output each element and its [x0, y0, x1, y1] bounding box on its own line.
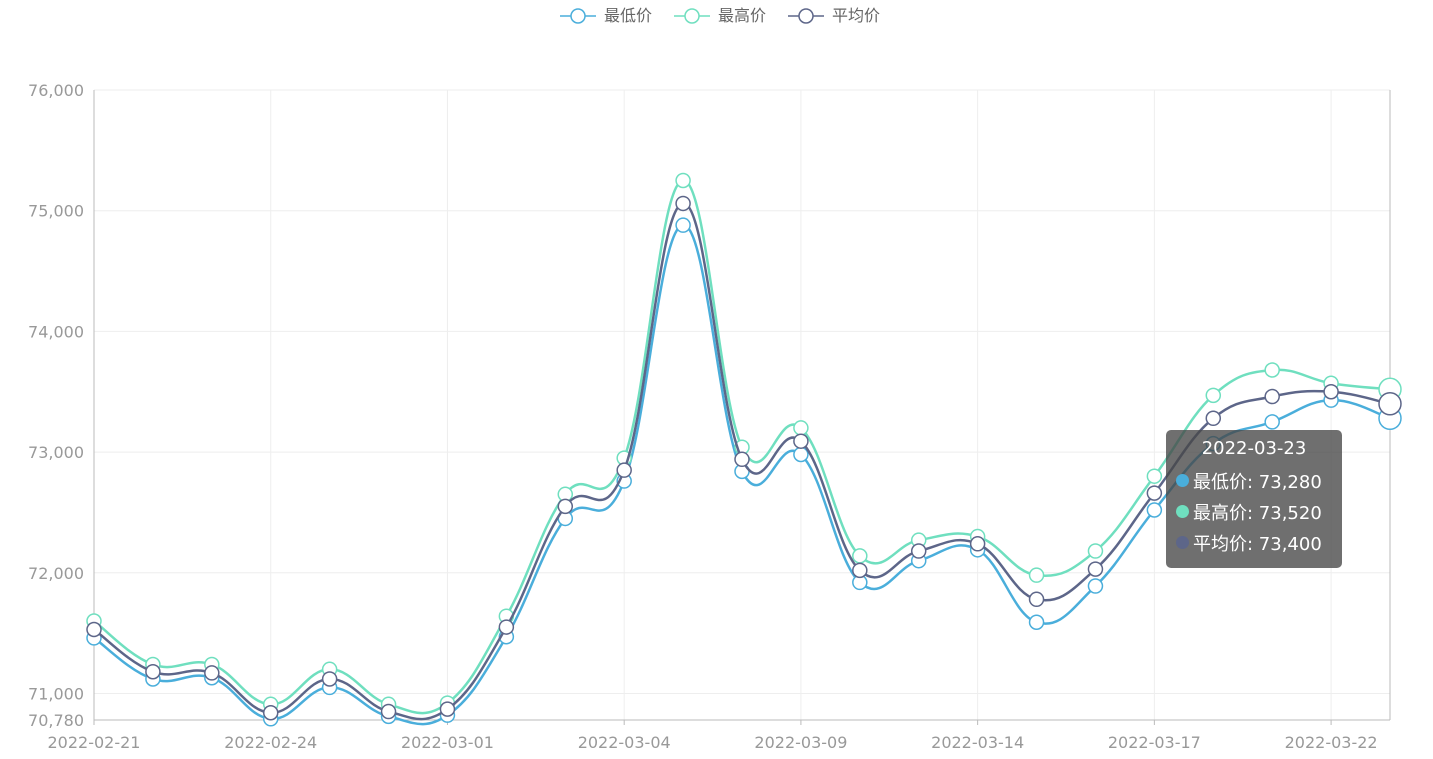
data-point-avg[interactable]	[793, 433, 809, 449]
x-tick-label: 2022-03-17	[1108, 733, 1201, 752]
data-point-max[interactable]	[675, 172, 691, 189]
x-tick-label: 2022-02-21	[48, 733, 141, 752]
tooltip-row-max: 最高价: 73,520	[1176, 496, 1332, 527]
data-point-max[interactable]	[852, 548, 868, 564]
data-point-max[interactable]	[1205, 387, 1222, 404]
legend-label: 最高价	[718, 6, 766, 25]
axes: 70,780 71,000 72,000 73,000 74,000 75,000 76,0…	[28, 81, 1391, 752]
data-point-avg[interactable]	[1264, 388, 1280, 405]
legend-label: 平均价	[832, 6, 880, 25]
legend-circle-icon	[570, 8, 586, 24]
data-point-avg[interactable]	[1323, 383, 1339, 400]
data-point-avg[interactable]	[1378, 392, 1402, 416]
legend-item-max[interactable]: 最高价	[674, 6, 766, 25]
tooltip-dot-avg	[1176, 536, 1189, 549]
series-group	[86, 172, 1402, 727]
data-point-avg[interactable]	[262, 705, 279, 721]
data-point-max[interactable]	[1028, 567, 1045, 583]
y-tick-label: 76,000	[28, 81, 84, 100]
data-point-avg[interactable]	[1087, 561, 1104, 577]
data-point-max[interactable]	[1264, 362, 1280, 378]
data-point-avg[interactable]	[380, 703, 397, 720]
tooltip-row-avg: 平均价: 73,400	[1176, 527, 1332, 558]
data-point-avg[interactable]	[557, 498, 574, 515]
y-tick-label: 75,000	[28, 202, 84, 221]
legend-label: 最低价	[604, 6, 652, 25]
data-point-min[interactable]	[675, 217, 691, 233]
y-tick-label: 71,000	[28, 684, 84, 703]
x-tick-label: 2022-03-14	[931, 733, 1024, 752]
data-point-min[interactable]	[1028, 614, 1045, 630]
data-point-avg[interactable]	[1205, 410, 1222, 427]
x-tick-label: 2022-03-01	[401, 733, 494, 752]
y-tick-label: 70,780	[28, 711, 84, 730]
tooltip-dot-min	[1176, 474, 1189, 487]
x-tick-label: 2022-03-04	[578, 733, 671, 752]
data-point-max[interactable]	[793, 420, 809, 436]
tooltip-row-min: 最低价: 73,280	[1176, 465, 1332, 496]
y-tick-label: 73,000	[28, 443, 84, 462]
data-point-avg[interactable]	[852, 562, 868, 579]
data-point-max[interactable]	[1087, 543, 1104, 559]
legend-item-avg[interactable]: 平均价	[788, 6, 880, 25]
data-point-max[interactable]	[1146, 468, 1163, 484]
data-point-avg[interactable]	[910, 543, 927, 559]
tooltip: 2022-03-23 最低价: 73,280 最高价: 73,520 平均价: …	[1166, 430, 1342, 568]
tooltip-label-min: 最低价: 73,280	[1193, 471, 1322, 493]
legend[interactable]: 最低价 最高价 平均价	[560, 6, 880, 25]
tooltip-label-avg: 平均价: 73,400	[1193, 533, 1322, 555]
data-point-min[interactable]	[1087, 578, 1104, 594]
data-point-avg[interactable]	[969, 536, 986, 552]
legend-circle-icon	[798, 8, 814, 24]
grid-lines	[94, 89, 1390, 720]
x-tick-label: 2022-03-22	[1285, 733, 1378, 752]
legend-item-min[interactable]: 最低价	[560, 6, 652, 25]
data-point-avg[interactable]	[204, 665, 220, 681]
x-tick-label: 2022-03-09	[754, 733, 847, 752]
x-tick-label: 2022-02-24	[224, 733, 317, 752]
legend-circle-icon	[684, 8, 700, 24]
data-point-min[interactable]	[1146, 502, 1163, 518]
data-point-avg[interactable]	[145, 663, 161, 680]
data-point-avg[interactable]	[439, 701, 456, 717]
data-point-avg[interactable]	[86, 621, 102, 638]
data-point-avg[interactable]	[616, 462, 632, 478]
data-point-avg[interactable]	[1146, 485, 1163, 501]
data-point-min[interactable]	[1264, 414, 1280, 430]
y-tick-label: 72,000	[28, 564, 84, 583]
data-point-min[interactable]	[793, 446, 809, 463]
tooltip-label-max: 最高价: 73,520	[1193, 502, 1322, 524]
y-tick-label: 74,000	[28, 322, 84, 341]
tooltip-title: 2022-03-23	[1201, 438, 1307, 459]
data-point-avg[interactable]	[675, 195, 691, 212]
data-point-avg[interactable]	[734, 451, 750, 468]
data-point-avg[interactable]	[498, 619, 515, 635]
tooltip-dot-max	[1176, 505, 1189, 518]
data-point-avg[interactable]	[321, 671, 338, 687]
data-point-avg[interactable]	[1028, 591, 1045, 608]
